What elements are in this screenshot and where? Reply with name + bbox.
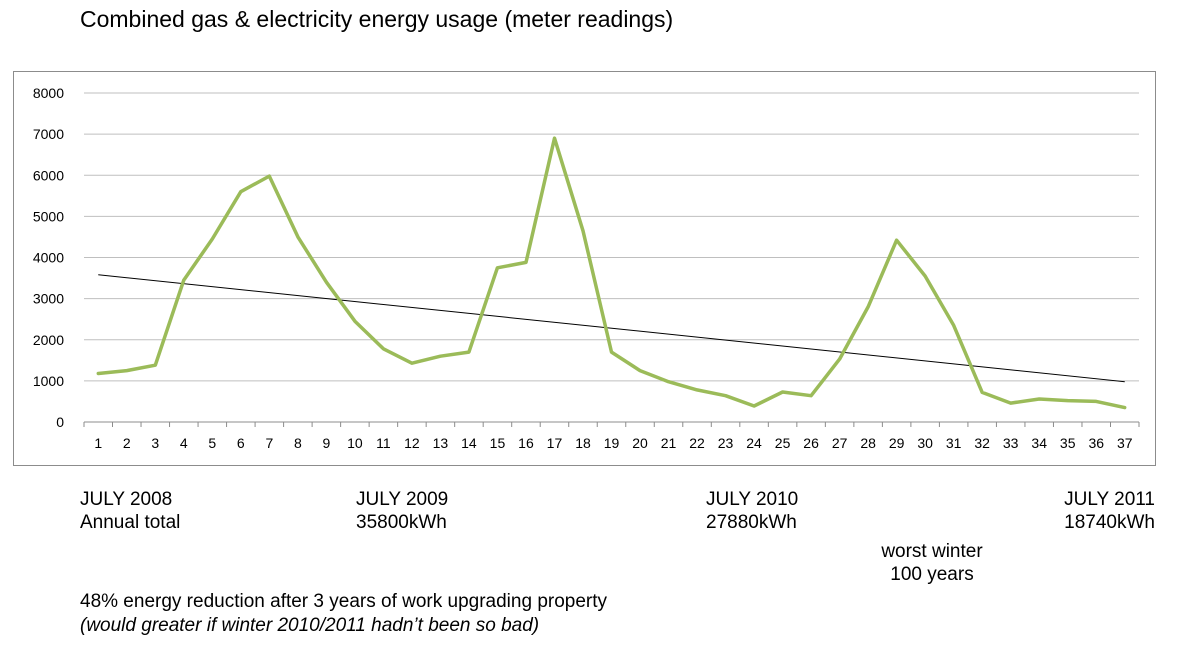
x-tick-label: 14	[461, 435, 477, 451]
annotation-value: 35800kWh	[356, 512, 447, 533]
annotation-july-2011: JULY 2011 18740kWh	[1064, 488, 1155, 534]
x-tick-label: 2	[123, 435, 131, 451]
x-tick-label: 20	[632, 435, 648, 451]
x-tick-label: 15	[490, 435, 506, 451]
x-tick-label: 4	[180, 435, 188, 451]
annotation-label: JULY 2009	[356, 489, 449, 510]
energy-usage-series-line	[96, 136, 1127, 410]
x-tick-label: 16	[518, 435, 534, 451]
y-tick-label: 4000	[33, 250, 64, 266]
x-tick-label: 5	[208, 435, 216, 451]
y-tick-label: 3000	[33, 291, 64, 307]
y-tick-label: 8000	[33, 85, 64, 101]
y-tick-label: 2000	[33, 332, 64, 348]
x-tick-label: 21	[661, 435, 677, 451]
x-tick-label: 29	[889, 435, 905, 451]
x-tick-label: 13	[433, 435, 449, 451]
annotation-label: worst winter	[881, 541, 983, 562]
x-tick-label: 10	[347, 435, 363, 451]
annotation-value: 27880kWh	[706, 512, 797, 533]
x-tick-label: 31	[946, 435, 962, 451]
x-tick-label: 32	[974, 435, 990, 451]
y-tick-label: 0	[56, 414, 64, 430]
x-tick-label: 24	[746, 435, 762, 451]
chart-area: 0 1000 2000 3000 4000 5000 6000 7000 8000 1 2 3 4 5 6 7…	[13, 71, 1156, 466]
x-tick-label: 19	[604, 435, 620, 451]
x-tick-label: 33	[1003, 435, 1019, 451]
x-tick-label: 8	[294, 435, 302, 451]
x-tick-label: 18	[575, 435, 591, 451]
x-tick-label: 9	[322, 435, 330, 451]
annotation-july-2008: JULY 2008 Annual total	[80, 488, 180, 534]
chart-title: Combined gas & electricity energy usage …	[80, 6, 674, 32]
x-tick-label: 35	[1060, 435, 1076, 451]
x-tick-label: 22	[689, 435, 705, 451]
x-tick-label: 17	[547, 435, 563, 451]
x-tick-label: 1	[94, 435, 102, 451]
x-tick-label: 7	[265, 435, 273, 451]
x-tick-label: 3	[151, 435, 159, 451]
annotation-value: 18740kWh	[1064, 512, 1155, 533]
annotation-july-2009: JULY 2009 35800kWh	[356, 488, 448, 534]
x-tick-label: 11	[376, 435, 391, 451]
annotation-label: JULY 2010	[706, 489, 799, 510]
x-tick-label: 25	[775, 435, 791, 451]
annotation-july-2010: JULY 2010 27880kWh	[706, 488, 798, 534]
annotation-label: JULY 2011	[1064, 489, 1155, 510]
x-tick-label: 36	[1088, 435, 1104, 451]
x-tick-label: 27	[832, 435, 848, 451]
y-tick-label: 1000	[33, 373, 64, 389]
annotation-worst-winter: worst winter 100 years	[872, 540, 992, 586]
annotation-value: Annual total	[80, 512, 181, 533]
x-tick-label: 6	[237, 435, 245, 451]
x-tick-label: 12	[404, 435, 420, 451]
summary-note: 48% energy reduction after 3 years of wo…	[80, 591, 608, 612]
caveat-note: (would greater if winter 2010/2011 hadn’…	[80, 615, 540, 636]
y-tick-label: 7000	[33, 126, 64, 142]
x-tick-label: 30	[917, 435, 933, 451]
y-tick-label: 6000	[33, 167, 64, 183]
annotation-value: 100 years	[890, 564, 974, 585]
x-tick-label: 28	[860, 435, 876, 451]
x-tick-label: 23	[718, 435, 734, 451]
annotation-label: JULY 2008	[80, 489, 173, 510]
x-tick-label: 34	[1031, 435, 1047, 451]
x-tick-label: 37	[1117, 435, 1133, 451]
y-tick-label: 5000	[33, 208, 64, 224]
trend-line	[98, 274, 1125, 383]
x-tick-label: 26	[803, 435, 819, 451]
